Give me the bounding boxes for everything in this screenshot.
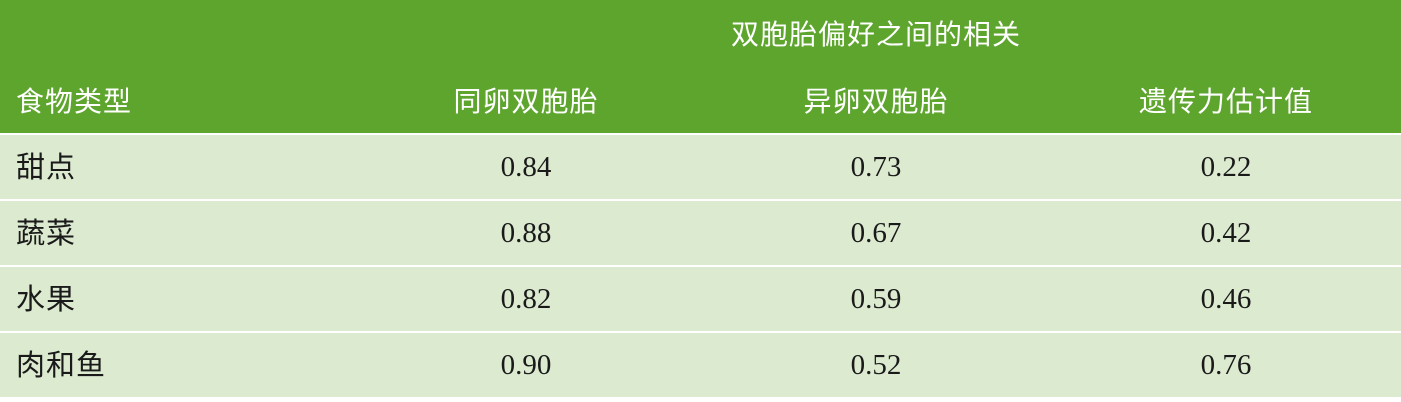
row-dz-value: 0.73 [850,151,902,183]
table-row: 甜点 0.84 0.73 0.22 [0,135,1401,199]
row-mz-value: 0.84 [500,151,552,183]
header-identical-twins: 同卵双胞胎 [453,85,599,118]
row-food-label: 水果 [16,282,77,316]
row-heritability-value: 0.22 [1200,151,1252,183]
row-dz-value: 0.67 [850,217,902,249]
table-row: 肉和鱼 0.90 0.52 0.76 [0,333,1401,397]
header-heritability: 遗传力估计值 [1138,85,1313,118]
table-row: 水果 0.82 0.59 0.46 [0,267,1401,331]
row-mz-value: 0.90 [500,349,552,381]
row-dz-value: 0.52 [850,349,902,381]
header-fraternal-twins: 异卵双胞胎 [803,85,949,118]
row-heritability-value: 0.76 [1200,349,1252,381]
row-mz-value: 0.88 [500,217,552,249]
table-row: 蔬菜 0.88 0.67 0.42 [0,201,1401,265]
header-group-title: 双胞胎偏好之间的相关 [730,18,1021,51]
table-header: 双胞胎偏好之间的相关 食物类型 同卵双胞胎 异卵双胞胎 遗传力估计值 [0,0,1401,133]
row-heritability-value: 0.42 [1200,217,1252,249]
row-dz-value: 0.59 [850,283,902,315]
row-mz-value: 0.82 [500,283,552,315]
header-food-type: 食物类型 [16,85,133,118]
row-food-label: 肉和鱼 [16,348,107,382]
row-food-label: 蔬菜 [16,216,77,250]
row-food-label: 甜点 [16,150,77,184]
row-heritability-value: 0.46 [1200,283,1252,315]
